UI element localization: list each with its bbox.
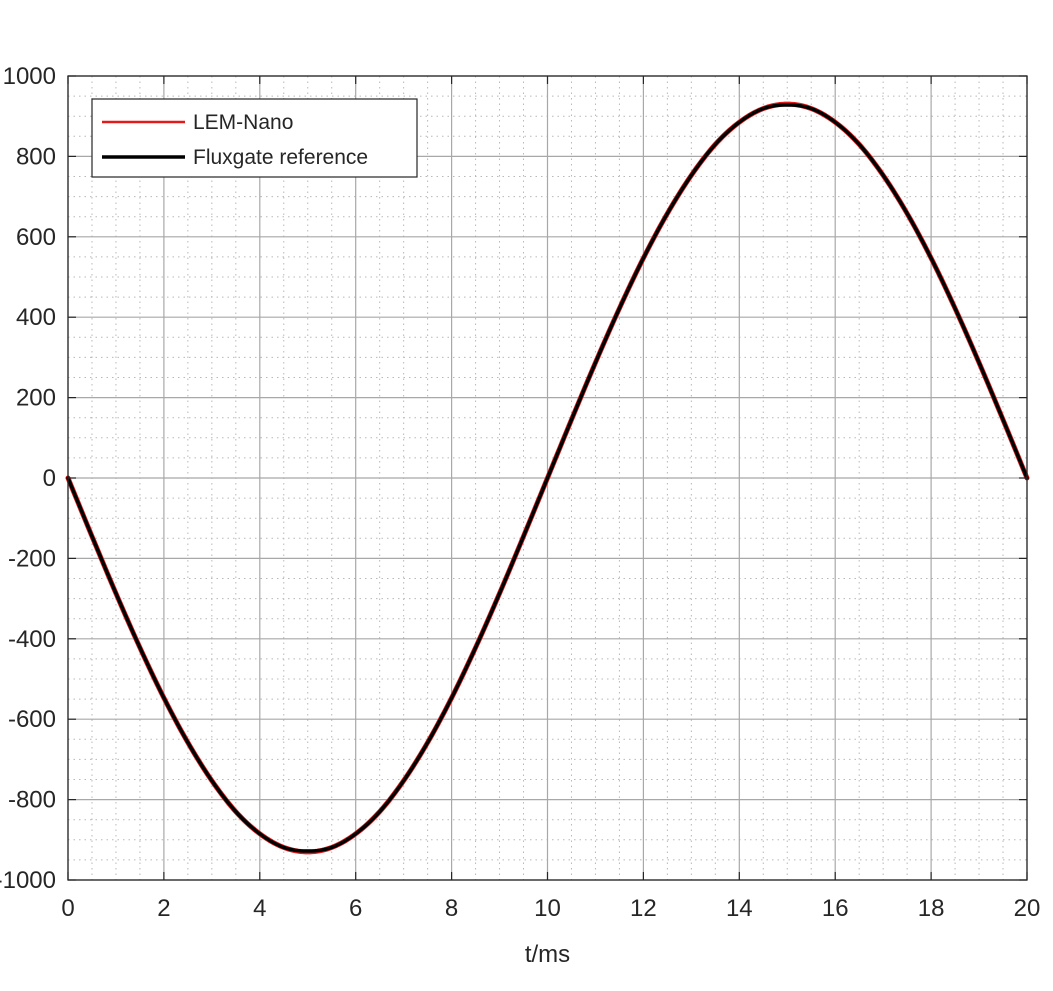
x-tick-label: 8 (445, 895, 458, 922)
y-tick-label: 200 (16, 385, 56, 412)
x-tick-label: 10 (534, 895, 561, 922)
y-tick-labels: -1000 -800 -600 -400 -200 0 200 400 600 800 1000 (0, 63, 56, 894)
y-tick-label: 1000 (3, 63, 56, 90)
y-tick-label: 0 (43, 465, 56, 492)
x-tick-label: 4 (253, 895, 266, 922)
x-tick-label: 18 (918, 895, 945, 922)
y-tick-label: 800 (16, 143, 56, 170)
legend-label-lem-nano: LEM-Nano (193, 111, 293, 134)
y-tick-label: -600 (8, 706, 56, 733)
series-line-fluxgate-reference (66, 103, 1029, 853)
axis-ticks (67, 75, 1028, 881)
x-tick-labels: 0 2 4 6 8 10 12 14 16 18 20 (61, 895, 1040, 922)
legend-box (91, 98, 418, 178)
y-tick-label: -400 (8, 626, 56, 653)
x-axis-label: t/ms (525, 941, 570, 968)
y-tick-label: -1000 (0, 867, 56, 894)
x-tick-label: 0 (61, 895, 74, 922)
y-tick-label: 400 (16, 304, 56, 331)
x-tick-label: 6 (349, 895, 362, 922)
y-tick-label: 600 (16, 224, 56, 251)
legend-label-fluxgate-reference: Fluxgate reference (193, 146, 368, 169)
x-tick-label: 14 (726, 895, 753, 922)
x-tick-label: 2 (157, 895, 170, 922)
x-tick-label: 20 (1014, 895, 1041, 922)
y-tick-label: -200 (8, 545, 56, 572)
y-tick-label: -800 (8, 787, 56, 814)
x-tick-label: 16 (822, 895, 849, 922)
legend: LEM-Nano Fluxgate reference (91, 98, 418, 178)
x-tick-label: 12 (630, 895, 657, 922)
series-layer (65, 101, 1030, 855)
